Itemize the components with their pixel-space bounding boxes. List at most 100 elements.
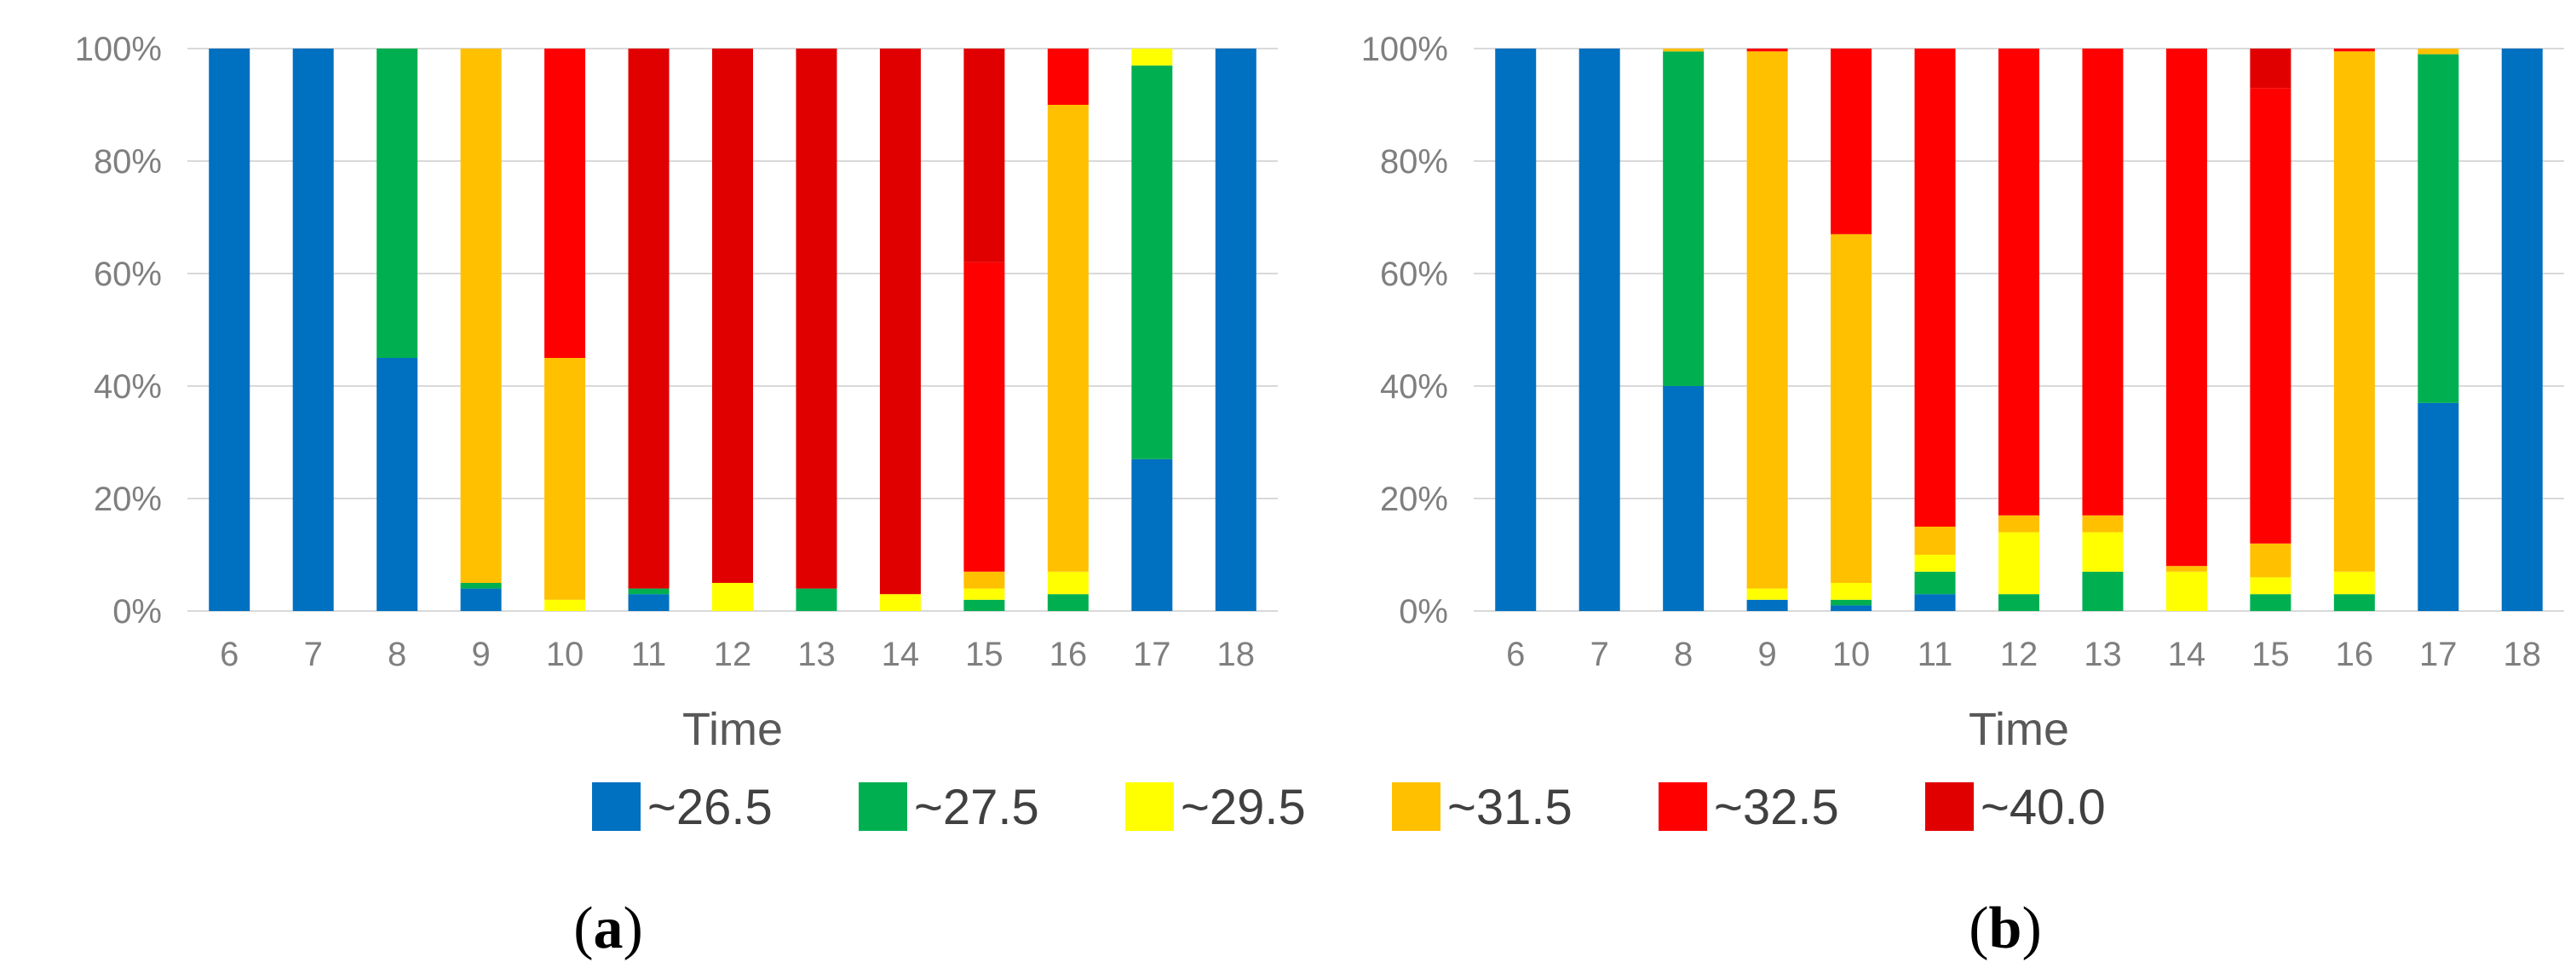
panel-label-a: (a) — [573, 896, 643, 961]
bar-segment-b-11-27.5 — [1914, 571, 1956, 595]
bar-segment-b-11-32.5 — [1914, 49, 1956, 527]
bar-segment-a-9-31.5 — [460, 49, 502, 583]
bar-segment-b-11-29.5 — [1914, 555, 1956, 572]
bar-segment-b-10-27.5 — [1831, 599, 1872, 606]
bar-segment-b-12-31.5 — [1998, 515, 2039, 533]
bar-segment-a-15-40.0 — [963, 49, 1005, 262]
x-tick-label-b: 9 — [1757, 636, 1776, 673]
bar-segment-a-8-27.5 — [377, 49, 418, 358]
x-tick-label-b: 10 — [1832, 636, 1871, 673]
bar-segment-a-15-29.5 — [963, 588, 1005, 600]
x-tick-label-a: 7 — [304, 636, 323, 673]
x-tick-label-a: 6 — [220, 636, 239, 673]
x-tick-label-a: 8 — [388, 636, 406, 673]
x-tick-label-b: 11 — [1918, 636, 1953, 673]
x-tick-label-a: 18 — [1217, 636, 1256, 673]
bar-segment-b-13-31.5 — [2082, 515, 2124, 533]
y-tick-label-a: 80% — [94, 143, 162, 181]
y-tick-label-a: 100% — [75, 31, 162, 68]
bar-segment-b-10-29.5 — [1831, 583, 1872, 600]
bar-segment-a-12-40.0 — [712, 49, 753, 583]
bar-segment-b-12-27.5 — [1998, 594, 2039, 611]
bar-segment-a-13-27.5 — [796, 588, 837, 611]
bar-segment-b-15-27.5 — [2250, 594, 2291, 611]
x-tick-label-a: 10 — [546, 636, 584, 673]
legend-swatch — [592, 782, 641, 831]
bar-segment-a-11-40.0 — [628, 49, 670, 589]
bar-segment-b-6-26.5 — [1495, 49, 1537, 611]
x-tick-label-a: 12 — [714, 636, 752, 673]
x-tick-label-a: 17 — [1133, 636, 1171, 673]
bar-segment-b-9-31.5 — [1746, 51, 1788, 589]
x-tick-label-a: 16 — [1049, 636, 1088, 673]
legend-swatch — [1659, 782, 1707, 831]
legend: ~26.5 ~27.5 ~29.5 ~31.5 ~32.5 ~40.0 — [592, 780, 2106, 835]
x-tick-label-b: 6 — [1506, 636, 1525, 673]
bar-segment-b-14-32.5 — [2165, 49, 2207, 567]
bar-segment-b-17-27.5 — [2418, 54, 2459, 403]
x-tick-label-b: 8 — [1674, 636, 1693, 673]
bar-segment-b-16-32.5 — [2333, 49, 2375, 52]
bar-segment-b-12-32.5 — [1998, 49, 2039, 516]
x-axis-title-a: Time — [682, 704, 783, 755]
x-tick-label-b: 18 — [2504, 636, 2542, 673]
bar-segment-b-13-29.5 — [2082, 532, 2124, 572]
panel-label-b: (b) — [1969, 896, 2042, 961]
bar-segment-a-17-26.5 — [1131, 458, 1173, 611]
bar-segment-a-10-32.5 — [544, 49, 586, 358]
bar-segment-a-8-26.5 — [377, 358, 418, 611]
x-tick-label-a: 13 — [797, 636, 836, 673]
x-tick-label-a: 14 — [882, 636, 920, 673]
chart-panel-b: 0% 20% 40% 60% 80% 100% 6 7 8 9 10 11 12 13 14 15 16 17 18… — [1361, 31, 2564, 755]
y-tick-label-b: 40% — [1380, 368, 1448, 406]
bar-segment-b-12-29.5 — [1998, 532, 2039, 595]
bar-segment-b-11-26.5 — [1914, 594, 1956, 611]
bar-segment-a-9-27.5 — [460, 583, 502, 589]
bar-segment-a-16-32.5 — [1047, 49, 1089, 105]
bar-segment-b-9-29.5 — [1746, 588, 1788, 600]
bar-segment-a-13-40.0 — [796, 49, 837, 589]
bar-segment-b-10-32.5 — [1831, 49, 1872, 234]
y-tick-label-b: 80% — [1380, 143, 1448, 181]
bar-segment-b-16-31.5 — [2333, 51, 2375, 572]
bar-segment-b-10-31.5 — [1831, 233, 1872, 583]
bar-segment-b-8-26.5 — [1663, 386, 1705, 611]
bar-segment-b-18-26.5 — [2501, 49, 2543, 611]
x-tick-label-b: 16 — [2336, 636, 2374, 673]
bar-segment-b-15-29.5 — [2250, 577, 2291, 595]
bar-segment-b-15-40.0 — [2250, 49, 2291, 89]
bar-segment-a-18-26.5 — [1215, 49, 1256, 611]
bar-segment-b-17-26.5 — [2418, 402, 2459, 611]
y-tick-label-b: 20% — [1380, 481, 1448, 518]
legend-label: ~27.5 — [914, 780, 1039, 835]
y-tick-label-b: 0% — [1399, 593, 1448, 631]
bar-segment-b-16-29.5 — [2333, 571, 2375, 595]
x-tick-label-b: 7 — [1590, 636, 1609, 673]
bar-segment-b-14-29.5 — [2165, 571, 2207, 611]
bar-segment-a-14-29.5 — [879, 594, 921, 611]
bar-segment-a-10-29.5 — [544, 599, 586, 611]
bar-segment-b-9-26.5 — [1746, 599, 1788, 611]
bar-segment-b-8-31.5 — [1663, 49, 1705, 52]
x-tick-label-b: 12 — [2000, 636, 2038, 673]
bar-segment-a-14-40.0 — [879, 49, 921, 595]
legend-label: ~32.5 — [1714, 780, 1839, 835]
x-tick-label-b: 15 — [2251, 636, 2290, 673]
legend-swatch — [1392, 782, 1440, 831]
x-axis-title-b: Time — [1969, 704, 2069, 755]
y-tick-label-a: 40% — [94, 368, 162, 406]
legend-label: ~26.5 — [647, 780, 773, 835]
bar-segment-a-17-27.5 — [1131, 65, 1173, 459]
bar-segment-b-16-27.5 — [2333, 594, 2375, 611]
x-tick-label-a: 15 — [965, 636, 1003, 673]
bar-segment-b-14-31.5 — [2165, 566, 2207, 572]
bar-segment-a-16-31.5 — [1047, 105, 1089, 572]
bar-segment-a-11-26.5 — [628, 594, 670, 611]
bar-segment-b-13-27.5 — [2082, 571, 2124, 611]
legend-label: ~31.5 — [1447, 780, 1573, 835]
bar-segment-b-15-31.5 — [2250, 543, 2291, 578]
bar-segment-b-8-27.5 — [1663, 51, 1705, 387]
x-tick-label-b: 13 — [2084, 636, 2122, 673]
bar-segment-a-15-31.5 — [963, 571, 1005, 589]
